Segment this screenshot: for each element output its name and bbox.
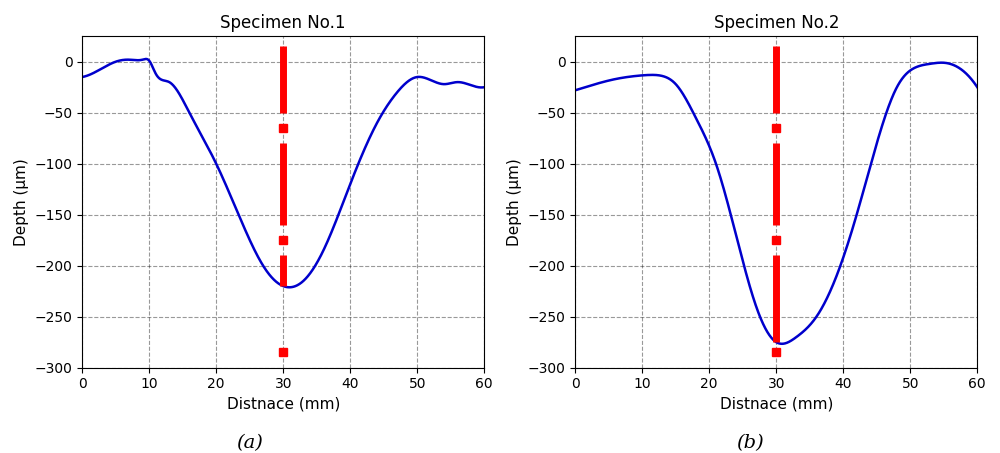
Title: Specimen No.1: Specimen No.1 [220, 14, 346, 32]
X-axis label: Distnace (mm): Distnace (mm) [720, 397, 833, 412]
Text: (a): (a) [237, 434, 263, 453]
Y-axis label: Depth (μm): Depth (μm) [14, 158, 29, 246]
Title: Specimen No.2: Specimen No.2 [714, 14, 839, 32]
Y-axis label: Depth (μm): Depth (μm) [507, 158, 522, 246]
Text: (b): (b) [736, 434, 764, 453]
X-axis label: Distnace (mm): Distnace (mm) [227, 397, 340, 412]
